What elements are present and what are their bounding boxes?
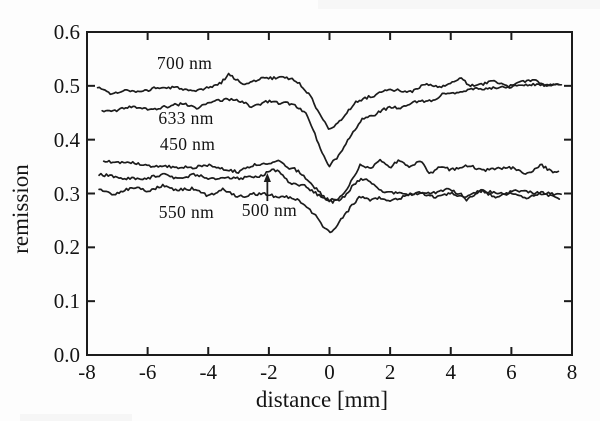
- x-tick-label: 0: [324, 360, 335, 384]
- x-tick-label: 6: [506, 360, 517, 384]
- y-tick-label: 0.6: [53, 20, 80, 44]
- curve-label-550-nm: 550 nm: [158, 201, 215, 222]
- series-line-700-nm: [96, 72, 563, 130]
- annotation-arrow-head: [263, 173, 271, 183]
- x-tick-label: -4: [199, 360, 218, 384]
- scan-artifact-top: [318, 0, 600, 9]
- y-tick-label: 0.2: [53, 235, 80, 260]
- y-tick-label: 0.0: [53, 343, 80, 367]
- x-tick-label: -8: [78, 360, 96, 384]
- y-tick-label: 0.1: [53, 289, 80, 314]
- x-axis-title: distance [mm]: [255, 387, 389, 412]
- x-tick-label: -6: [138, 360, 157, 384]
- x-tick-label: 2: [384, 360, 396, 384]
- curve-label-500-nm: 500 nm: [241, 200, 298, 221]
- curve-label-450-nm: 450 nm: [159, 133, 216, 154]
- x-tick-label: -2: [260, 360, 278, 384]
- x-tick-label: 4: [445, 360, 457, 384]
- curve-label-700-nm: 700 nm: [156, 53, 213, 74]
- series-line-450-nm: [102, 158, 560, 204]
- x-tick-label: 8: [566, 360, 578, 384]
- series-line-550-nm: [98, 183, 561, 234]
- y-tick-label: 0.3: [53, 181, 80, 206]
- y-tick-label: 0.4: [53, 127, 80, 152]
- y-tick-label: 0.5: [53, 73, 80, 98]
- series-line-633-nm: [101, 82, 560, 168]
- series-line-500-nm: [98, 168, 562, 202]
- scan-artifact-bottom: [20, 414, 132, 421]
- curve-label-633-nm: 633 nm: [158, 108, 214, 129]
